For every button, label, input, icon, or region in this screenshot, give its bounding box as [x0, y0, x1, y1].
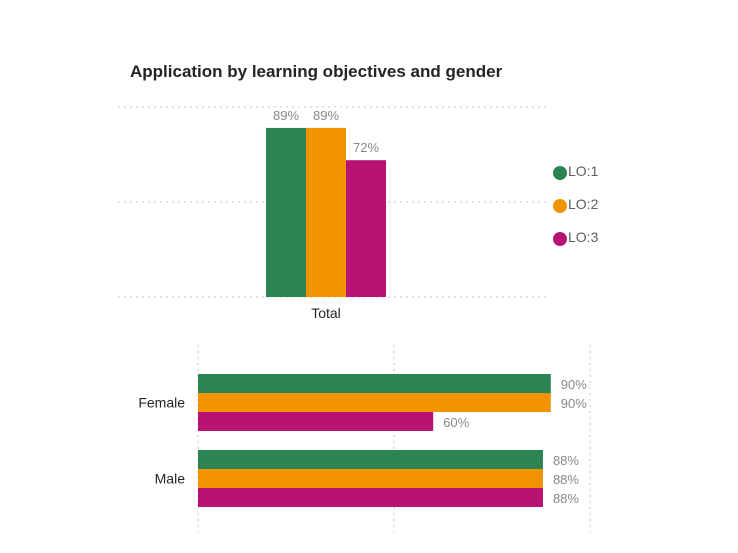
v-bar-total-lo1 — [266, 127, 306, 298]
h-data-label-male-lo3: 88% — [553, 491, 579, 506]
h-bar-female-lo3 — [198, 412, 434, 431]
v-category-label-total: Total — [311, 305, 341, 321]
h-bar-female-lo1 — [198, 374, 551, 393]
h-bar-female-lo2 — [198, 393, 551, 412]
h-bar-male-lo3 — [198, 488, 543, 507]
chart-title: Application by learning objectives and g… — [130, 62, 503, 81]
legend-swatch-lo1 — [553, 166, 567, 180]
h-category-label-female: Female — [138, 395, 185, 411]
v-data-label-lo2: 89% — [313, 108, 339, 123]
h-data-label-female-lo3: 60% — [443, 415, 469, 430]
legend-label-lo2: LO:2 — [568, 196, 599, 212]
legend-swatch-lo2 — [553, 199, 567, 213]
legend-label-lo1: LO:1 — [568, 163, 599, 179]
h-bar-male-lo1 — [198, 450, 543, 469]
h-data-label-female-lo2: 90% — [561, 396, 587, 411]
legend-swatch-lo3 — [553, 232, 567, 246]
v-data-label-lo3: 72% — [353, 140, 379, 155]
h-data-label-female-lo1: 90% — [561, 377, 587, 392]
h-category-label-male: Male — [155, 471, 186, 487]
v-bar-total-lo2 — [306, 127, 346, 298]
v-data-label-lo1: 89% — [273, 108, 299, 123]
v-bar-total-lo3 — [346, 160, 386, 297]
h-bar-male-lo2 — [198, 469, 543, 488]
h-data-label-male-lo1: 88% — [553, 453, 579, 468]
legend-label-lo3: LO:3 — [568, 229, 599, 245]
h-data-label-male-lo2: 88% — [553, 472, 579, 487]
